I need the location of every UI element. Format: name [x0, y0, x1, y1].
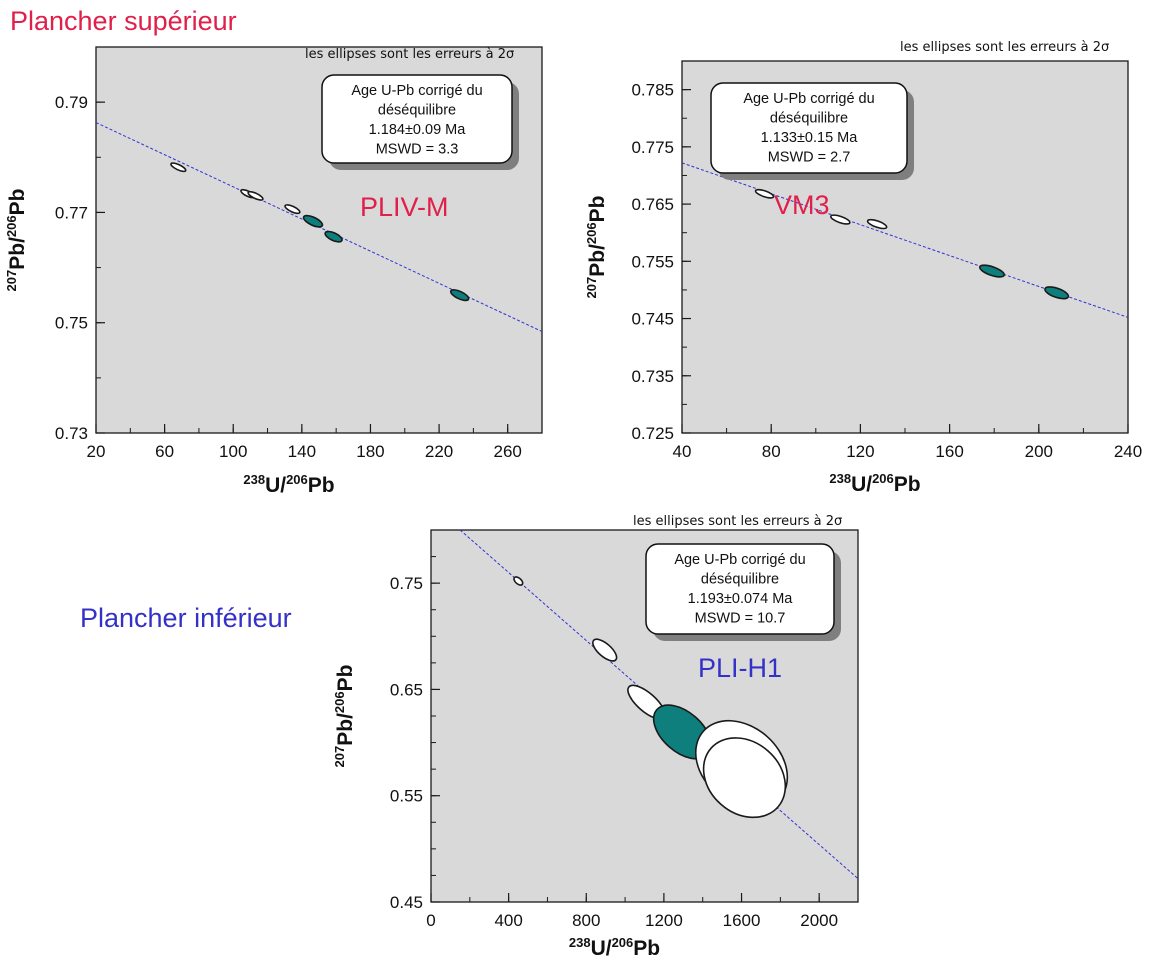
y-tick-label: 0.765 — [631, 195, 674, 214]
y-axis-label: 207Pb/206Pb — [4, 189, 29, 292]
sample-label: VM3 — [774, 190, 830, 220]
y-tick-label: 0.785 — [631, 81, 674, 100]
age-box-line: MSWD = 3.3 — [376, 142, 459, 158]
x-tick-label: 200 — [1025, 442, 1053, 461]
y-tick-label: 0.45 — [390, 893, 423, 912]
x-tick-label: 240 — [1114, 442, 1142, 461]
error-ellipse — [302, 214, 324, 228]
x-tick-label: 80 — [762, 442, 781, 461]
chart-vm3: 40 80 120 160 200 240 0.725 0.735 0.745 0.755 0.76… — [584, 40, 1142, 496]
age-box-line: MSWD = 10.7 — [695, 611, 786, 627]
section-title-plancher-inferieur: Plancher inférieur — [80, 603, 292, 633]
y-tick-label: 0.65 — [390, 680, 423, 699]
error-ellipse — [324, 230, 343, 243]
age-box-line: Age U-Pb corrigé du — [674, 552, 805, 568]
error-ellipse — [978, 264, 1006, 278]
x-tick-label: 1600 — [723, 911, 761, 930]
x-tick-label: 2000 — [800, 911, 838, 930]
y-tick-label: 0.79 — [55, 93, 88, 112]
x-axis-label: 238U/206Pb — [243, 472, 334, 497]
age-box-line: déséquilibre — [701, 572, 779, 588]
y-tick-label: 0.75 — [390, 574, 423, 593]
x-tick-label: 120 — [846, 442, 874, 461]
y-tick-label: 0.755 — [631, 252, 674, 271]
x-tick-label: 1200 — [645, 911, 683, 930]
sample-label: PLI-H1 — [698, 653, 782, 683]
x-tick-label: 40 — [673, 442, 692, 461]
ellipse-note: les ellipses sont les erreurs à 2σ — [900, 40, 1109, 55]
ellipse-note: les ellipses sont les erreurs à 2σ — [633, 514, 842, 529]
age-box — [710, 82, 908, 174]
age-box-line: 1.193±0.074 Ma — [688, 591, 794, 607]
age-box — [321, 74, 513, 164]
error-ellipse — [170, 162, 187, 173]
y-tick-label: 0.775 — [631, 138, 674, 157]
regression-line — [459, 530, 858, 879]
error-ellipse — [702, 737, 787, 819]
x-tick-label: 20 — [87, 442, 106, 461]
y-tick-label: 0.725 — [631, 424, 674, 443]
error-ellipse — [284, 204, 301, 215]
x-tick-label: 60 — [155, 442, 174, 461]
x-tick-label: 160 — [935, 442, 963, 461]
x-tick-label: 180 — [356, 442, 384, 461]
age-box-line: déséquilibre — [378, 103, 456, 119]
error-ellipse — [830, 214, 851, 225]
x-axis-label: 238U/206Pb — [829, 471, 920, 496]
error-ellipse — [866, 218, 888, 230]
x-tick-label: 0 — [426, 911, 435, 930]
x-tick-label: 220 — [425, 442, 453, 461]
age-box-line: 1.184±0.09 Ma — [369, 122, 467, 138]
age-box-line: déséquilibre — [770, 111, 848, 127]
section-title-plancher-superieur: Plancher supérieur — [10, 6, 237, 36]
y-tick-label: 0.735 — [631, 367, 674, 386]
x-tick-label: 260 — [494, 442, 522, 461]
x-tick-label: 400 — [494, 911, 522, 930]
error-ellipse — [592, 638, 618, 662]
y-tick-label: 0.77 — [55, 203, 88, 222]
x-tick-label: 800 — [572, 911, 600, 930]
age-box-line: MSWD = 2.7 — [768, 150, 851, 166]
y-tick-label: 0.745 — [631, 310, 674, 329]
y-tick-label: 0.73 — [55, 424, 88, 443]
error-ellipse — [754, 188, 775, 199]
ellipse-note: les ellipses sont les erreurs à 2σ — [305, 47, 514, 62]
error-ellipse — [513, 576, 524, 586]
error-ellipse — [1044, 286, 1070, 300]
age-box — [645, 543, 835, 635]
age-box-line: Age U-Pb corrigé du — [351, 83, 482, 99]
age-box-line: 1.133±0.15 Ma — [761, 130, 859, 146]
y-tick-label: 0.75 — [55, 314, 88, 333]
y-axis-label: 207Pb/206Pb — [584, 196, 609, 299]
regression-line — [682, 162, 1128, 318]
y-tick-label: 0.55 — [390, 787, 423, 806]
error-ellipse — [247, 190, 264, 201]
x-tick-label: 140 — [288, 442, 316, 461]
chart-pli-h1: 0 400 800 1200 1600 2000 0.45 0.55 0.65 0.75 les e… — [332, 514, 859, 960]
x-tick-label: 100 — [219, 442, 247, 461]
error-ellipse — [449, 289, 470, 302]
sample-label: PLIV-M — [360, 192, 449, 222]
y-axis-label: 207Pb/206Pb — [332, 665, 357, 768]
age-box-line: Age U-Pb corrigé du — [743, 91, 874, 107]
x-axis-label: 238U/206Pb — [569, 935, 660, 960]
chart-pliv-m: 20 60 100 140 180 220 260 0.73 0.75 0.77 0.79 les e… — [4, 46, 543, 497]
